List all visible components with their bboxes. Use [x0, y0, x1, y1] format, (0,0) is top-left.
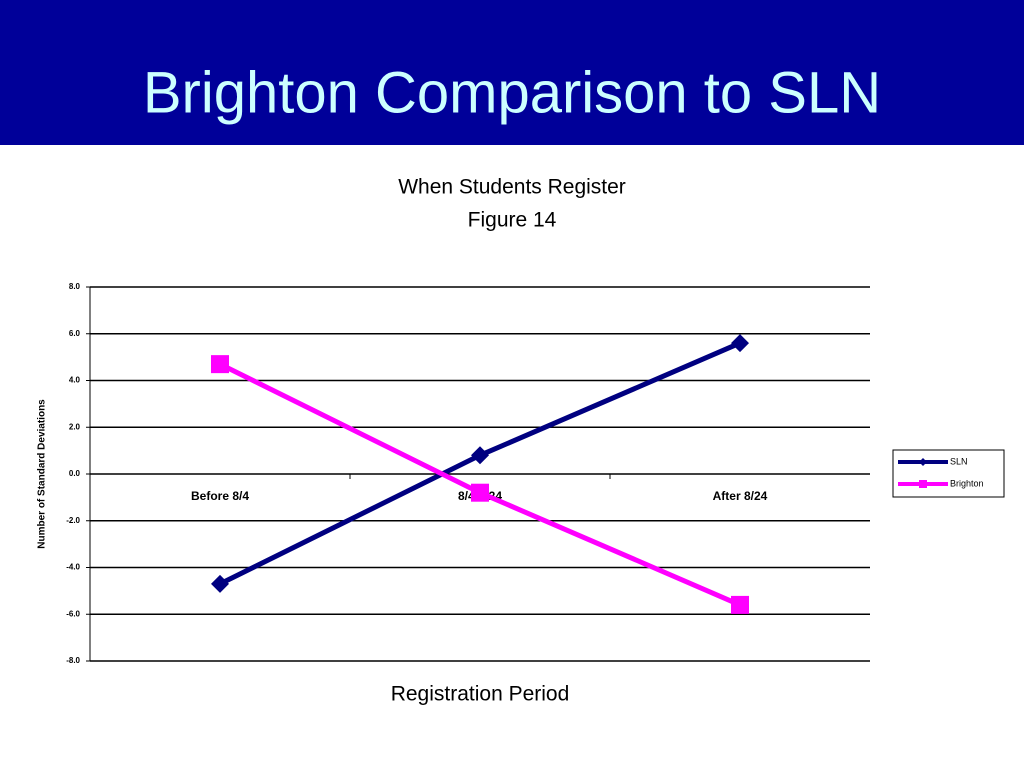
slide-title: Brighton Comparison to SLN [143, 60, 881, 125]
y-tick-label: -6.0 [66, 609, 80, 618]
y-tick-label: 6.0 [69, 329, 81, 338]
y-tick-label: -8.0 [66, 656, 80, 665]
y-axis-title: Number of Standard Deviations [37, 399, 48, 549]
data-point [471, 483, 489, 502]
y-tick-label: 2.0 [69, 422, 81, 431]
data-point [731, 595, 749, 614]
y-tick-label: 0.0 [69, 469, 81, 478]
y-tick-label: 4.0 [69, 376, 81, 385]
legend-label: Brighton [950, 478, 984, 488]
data-point [211, 355, 229, 374]
chart-subtitle: Figure 14 [468, 209, 557, 232]
y-tick-label: 8.0 [69, 282, 81, 291]
legend-marker [919, 480, 927, 488]
y-tick-label: -2.0 [66, 516, 80, 525]
x-tick-label: After 8/24 [713, 489, 768, 503]
data-point [211, 574, 229, 593]
legend-box [892, 449, 1005, 498]
header-band [0, 0, 1024, 145]
x-axis-title: Registration Period [391, 683, 570, 706]
chart-title: When Students Register [398, 176, 626, 199]
data-point [471, 446, 489, 465]
legend-label: SLN [950, 456, 968, 466]
y-tick-label: -4.0 [66, 563, 80, 572]
x-tick-label: Before 8/4 [191, 489, 249, 503]
legend-marker [919, 458, 927, 466]
data-point [731, 334, 749, 353]
